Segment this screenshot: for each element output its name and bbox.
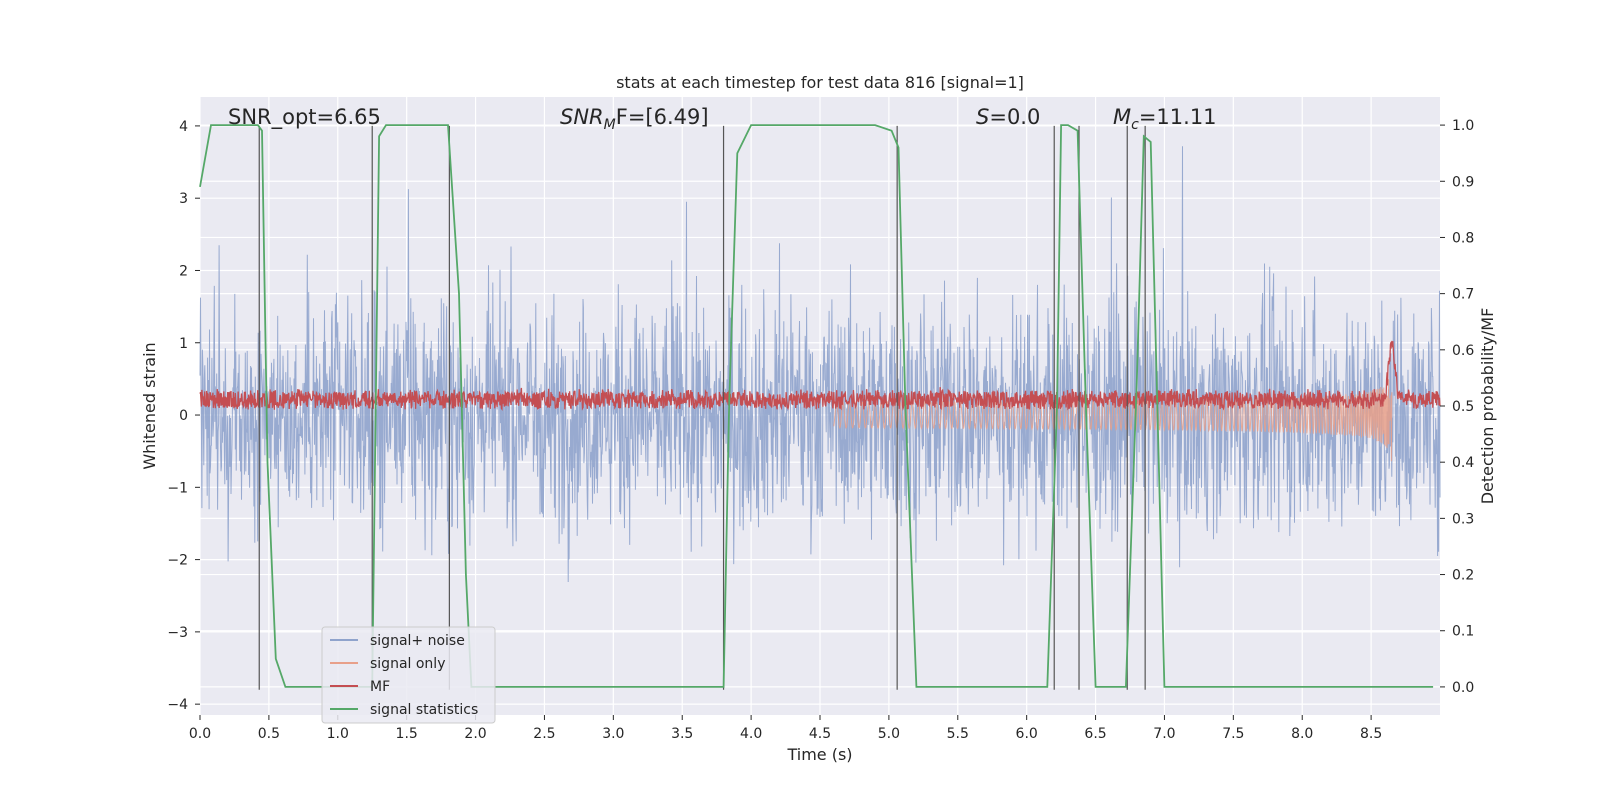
annotation-snr-mf-rest: F=[6.49]: [616, 105, 709, 129]
series-signal-noise: [199, 146, 1441, 583]
x-tick-label: 7.0: [1153, 726, 1175, 742]
y-right-tick-label: 0.7: [1452, 287, 1474, 303]
annotations: SNR_opt=6.65 SNRMF=[6.49] S=0.0 Mc=11.11: [228, 105, 1217, 133]
y-right-tick-label: 0.4: [1452, 455, 1474, 471]
y-tick-label: 0: [179, 408, 188, 424]
y-right-tick-label: 0.9: [1452, 174, 1474, 190]
x-tick-label: 5.5: [947, 726, 969, 742]
annotation-snr-mf: SNRMF=[6.49]: [560, 105, 709, 133]
x-tick-label: 8.5: [1360, 726, 1382, 742]
y-right-tick-label: 0.3: [1452, 511, 1474, 527]
series-signal-only: [833, 379, 1393, 462]
y-tick-label: −4: [167, 697, 188, 713]
x-tick-label: 6.0: [1016, 726, 1038, 742]
y-axis-right-ticks: 0.0 0.1 0.2 0.3 0.4 0.5 0.6 0.7 0.8 0.9 1.0: [1440, 118, 1474, 696]
y-right-tick-label: 0.1: [1452, 624, 1474, 640]
y-tick-label: −1: [167, 480, 188, 496]
annotation-mc-rest: =11.11: [1139, 105, 1217, 129]
annotation-snr-mf-sub: M: [604, 117, 616, 133]
y-right-tick-label: 0.2: [1452, 568, 1474, 584]
annotation-mc: Mc=11.11: [1113, 105, 1217, 133]
y-right-tick-label: 1.0: [1452, 118, 1474, 134]
y-tick-label: −2: [167, 553, 188, 569]
x-tick-label: 3.0: [602, 726, 624, 742]
x-tick-label: 0.5: [258, 726, 280, 742]
legend-label-signal-only: signal only: [370, 656, 445, 672]
x-tick-label: 6.5: [1084, 726, 1106, 742]
annotation-snr-mf-base: SNR: [560, 105, 604, 129]
series-layer: [199, 124, 1441, 690]
annotation-s: S=0.0: [976, 105, 1040, 129]
plot-area: [199, 97, 1441, 715]
y-axis-label: Whitened strain: [140, 342, 159, 469]
legend-frame: [321, 626, 496, 724]
y-right-tick-label: 0.5: [1452, 399, 1474, 415]
x-tick-label: 2.5: [533, 726, 555, 742]
annotation-mc-sub: c: [1131, 117, 1139, 133]
legend-label-signal-statistics: signal statistics: [370, 702, 478, 718]
y-right-tick-label: 0.0: [1452, 680, 1474, 696]
x-tick-label: 5.0: [878, 726, 900, 742]
y-right-tick-label: 0.6: [1452, 343, 1474, 359]
legend-label-signal-noise: signal+ noise: [370, 633, 465, 649]
y-tick-label: 2: [179, 263, 188, 279]
annotation-s-rest: =0.0: [989, 105, 1040, 129]
chart-title: stats at each timestep for test data 816…: [616, 73, 1024, 92]
annotation-snr-opt: SNR_opt=6.65: [228, 105, 381, 130]
y-tick-label: −3: [167, 625, 188, 641]
x-tick-label: 7.5: [1222, 726, 1244, 742]
x-tick-label: 0.0: [189, 726, 211, 742]
x-tick-label: 3.5: [671, 726, 693, 742]
legend-label-mf: MF: [370, 679, 390, 695]
series-signal-statistics: [199, 124, 1434, 688]
x-tick-label: 4.0: [740, 726, 762, 742]
x-tick-label: 4.5: [809, 726, 831, 742]
series-mf: [199, 340, 1441, 411]
x-axis-ticks: 0.0 0.5 1.0 1.5 2.0 2.5 3.0 3.5 4.0 4.5 5.0 5.5 6.0 6…: [189, 715, 1382, 742]
annotation-s-base: S: [976, 105, 989, 129]
x-axis-label: Time (s): [786, 745, 852, 764]
x-tick-label: 1.5: [396, 726, 418, 742]
y-right-tick-label: 0.8: [1452, 230, 1474, 246]
y-tick-label: 1: [179, 336, 188, 352]
y-tick-label: 3: [179, 191, 188, 207]
legend: signal+ noise signal only MF signal stat…: [321, 626, 496, 724]
annotation-mc-base: M: [1113, 105, 1131, 129]
x-tick-label: 2.0: [464, 726, 486, 742]
y-axis-right-label: Detection probability/MF: [1478, 308, 1497, 505]
y-tick-label: 4: [179, 119, 188, 135]
x-tick-label: 8.0: [1291, 726, 1313, 742]
x-tick-label: 1.0: [327, 726, 349, 742]
y-axis-left-ticks: −4 −3 −2 −1 0 1 2 3 4: [167, 119, 200, 713]
